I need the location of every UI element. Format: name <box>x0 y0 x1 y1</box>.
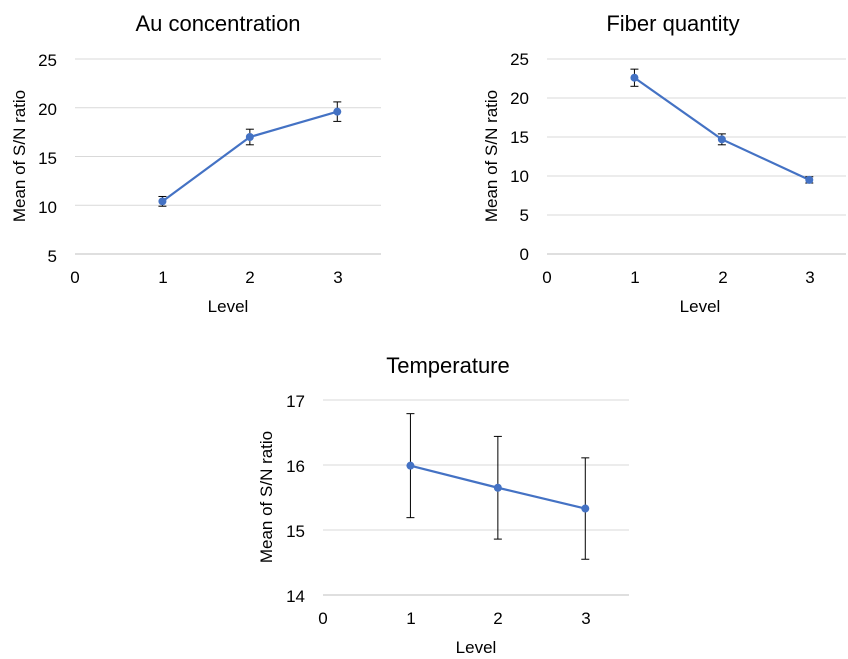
data-point <box>158 197 167 206</box>
y-tick-label: 17 <box>286 392 305 411</box>
gridlines <box>323 399 629 531</box>
x-axis-label: Level <box>680 297 721 316</box>
data-point <box>406 461 415 470</box>
y-axis-label: Mean of S/N ratio <box>10 90 29 222</box>
y-tick-label: 15 <box>286 522 305 541</box>
y-axis-label: Mean of S/N ratio <box>482 90 501 222</box>
data-point <box>245 133 254 141</box>
chart-au-concentration: Au concentration 5 10 15 20 25 0 1 2 3 L… <box>10 11 381 316</box>
y-tick-label: 20 <box>38 100 57 119</box>
x-tick-label: 0 <box>318 609 327 628</box>
y-tick-label: 5 <box>520 206 529 225</box>
chart-temperature: Temperature 14 15 16 17 0 1 2 3 Level Me… <box>257 353 629 657</box>
chart-fiber-quantity: Fiber quantity 0 5 10 15 20 25 0 1 2 3 L… <box>482 11 846 316</box>
x-tick-labels: 0 1 2 3 <box>318 609 590 628</box>
series-line <box>633 76 810 181</box>
x-tick-label: 1 <box>406 609 415 628</box>
y-tick-label: 5 <box>48 247 57 266</box>
chart-title: Fiber quantity <box>606 11 739 36</box>
y-tick-labels: 0 5 10 15 20 25 <box>510 50 529 264</box>
x-tick-label: 2 <box>245 268 254 287</box>
y-tick-label: 15 <box>38 149 57 168</box>
y-tick-label: 10 <box>38 198 57 217</box>
y-axis-label: Mean of S/N ratio <box>257 431 276 563</box>
y-tick-label: 15 <box>510 128 529 147</box>
data-series <box>630 68 814 184</box>
x-tick-labels: 0 1 2 3 <box>70 268 342 287</box>
x-tick-label: 2 <box>718 268 727 287</box>
x-tick-label: 0 <box>70 268 79 287</box>
gridlines <box>75 58 381 206</box>
data-point <box>581 504 590 513</box>
y-tick-label: 25 <box>510 50 529 69</box>
x-tick-label: 3 <box>581 609 590 628</box>
x-tick-label: 3 <box>805 268 814 287</box>
y-tick-label: 25 <box>38 51 57 70</box>
gridlines <box>547 58 846 216</box>
y-tick-label: 20 <box>510 89 529 108</box>
data-point <box>493 483 502 492</box>
y-tick-labels: 5 10 15 20 25 <box>38 51 57 266</box>
data-point <box>805 175 814 184</box>
data-point <box>717 135 726 144</box>
x-axis-label: Level <box>208 297 249 316</box>
x-tick-label: 1 <box>158 268 167 287</box>
y-tick-label: 0 <box>520 245 529 264</box>
y-tick-labels: 14 15 16 17 <box>286 392 305 606</box>
x-tick-label: 1 <box>630 268 639 287</box>
data-point <box>630 73 639 82</box>
data-series <box>406 413 590 560</box>
x-tick-label: 0 <box>542 268 551 287</box>
x-tick-labels: 0 1 2 3 <box>542 268 814 287</box>
x-axis-label: Level <box>456 638 497 657</box>
chart-title: Au concentration <box>135 11 300 36</box>
y-tick-label: 16 <box>286 457 305 476</box>
chart-title: Temperature <box>386 353 510 378</box>
data-series <box>158 101 342 207</box>
y-tick-label: 10 <box>510 167 529 186</box>
x-tick-label: 2 <box>493 609 502 628</box>
y-tick-label: 14 <box>286 587 305 606</box>
x-tick-label: 3 <box>333 268 342 287</box>
data-point <box>333 107 342 116</box>
